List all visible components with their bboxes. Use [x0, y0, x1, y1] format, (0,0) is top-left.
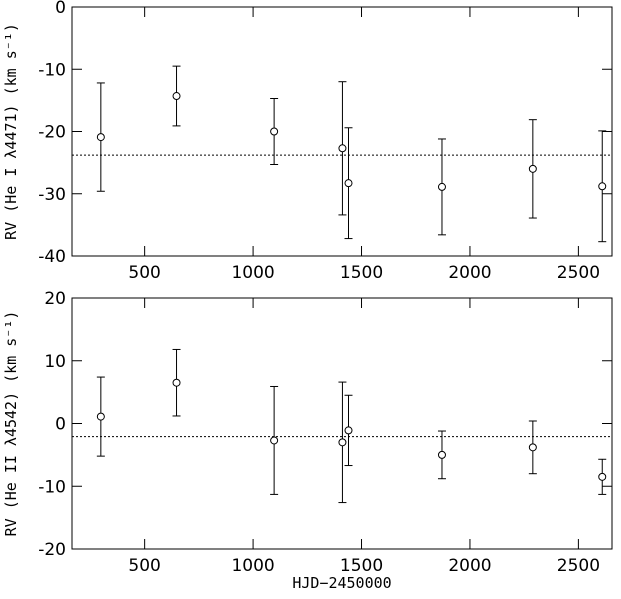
x-tick-label: 2500	[557, 556, 600, 576]
x-tick-label: 2000	[448, 263, 491, 283]
y-tick-label: 10	[44, 352, 66, 372]
y-tick-label: 0	[55, 415, 66, 435]
y-axis-label: RV (He II λ4542) (km s⁻¹)	[2, 311, 20, 537]
data-point	[598, 182, 607, 191]
y-tick-label: 0	[55, 0, 66, 18]
x-tick-label: 2000	[448, 556, 491, 576]
y-tick-label: -20	[38, 123, 66, 143]
data-point	[96, 412, 105, 421]
x-tick-label: 1500	[340, 263, 383, 283]
data-point	[270, 436, 279, 445]
y-tick-label: -10	[38, 477, 66, 497]
x-axis-label: HJD−2450000	[292, 574, 391, 592]
x-tick-label: 500	[128, 556, 160, 576]
data-point	[437, 182, 446, 191]
y-tick-label: -10	[38, 60, 66, 80]
x-tick-label: 1000	[231, 556, 274, 576]
data-point	[344, 179, 353, 188]
y-tick-label: 20	[44, 289, 66, 309]
x-tick-label: 1500	[340, 556, 383, 576]
data-point	[528, 443, 537, 452]
data-point	[270, 127, 279, 136]
data-point	[598, 472, 607, 481]
data-point	[338, 438, 347, 447]
data-point	[172, 92, 181, 101]
y-axis-label: RV (He I λ4471) (km s⁻¹)	[2, 23, 20, 240]
x-tick-label: 500	[128, 263, 160, 283]
data-point	[338, 144, 347, 153]
data-point	[528, 164, 537, 173]
data-point	[344, 426, 353, 435]
data-point	[437, 450, 446, 459]
y-tick-label: -40	[38, 247, 66, 267]
y-tick-label: -20	[38, 540, 66, 560]
data-point	[96, 133, 105, 142]
x-tick-label: 2500	[557, 263, 600, 283]
x-tick-label: 1000	[231, 263, 274, 283]
data-point	[172, 378, 181, 387]
y-tick-label: -30	[38, 185, 66, 205]
